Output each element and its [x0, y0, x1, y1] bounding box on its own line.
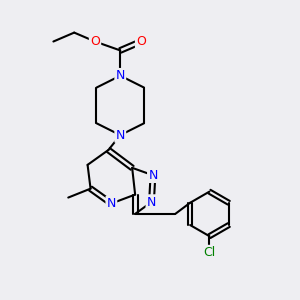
Text: Cl: Cl — [203, 246, 216, 259]
Text: O: O — [136, 35, 146, 48]
Text: N: N — [116, 129, 125, 142]
Text: N: N — [147, 196, 156, 208]
Text: N: N — [116, 69, 125, 82]
Text: N: N — [107, 197, 116, 210]
Text: N: N — [148, 169, 158, 182]
Text: O: O — [90, 35, 100, 48]
